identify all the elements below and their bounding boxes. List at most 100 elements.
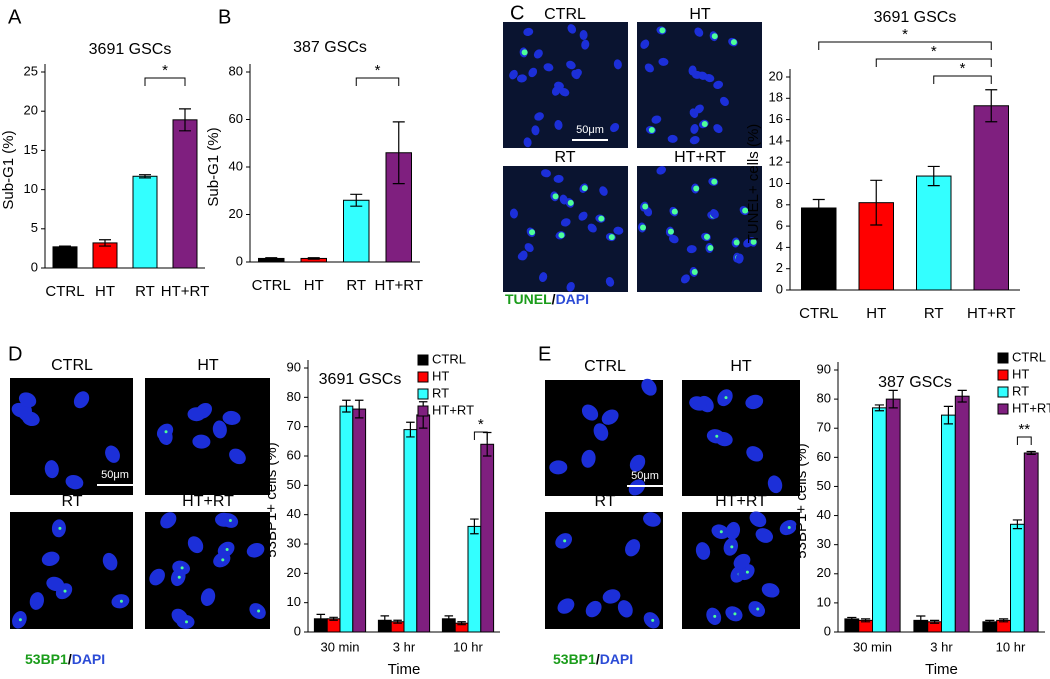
error-bar: [457, 621, 466, 626]
focus: [703, 233, 710, 240]
focus: [693, 185, 700, 192]
chart-title: 387 GSCs: [293, 39, 367, 56]
significance-label: *: [960, 60, 966, 77]
y-tick-label: 25: [24, 63, 38, 78]
nucleus: [246, 542, 265, 558]
focus: [598, 215, 605, 222]
error-bar: [930, 619, 940, 624]
focus: [745, 570, 749, 574]
panel-letter: C: [510, 2, 524, 24]
scale-label: 50μm: [576, 124, 604, 136]
panel-letter: A: [8, 6, 22, 28]
y-tick-label: 10: [287, 594, 301, 609]
y-axis-label: 53BP1+ cells (%): [793, 443, 810, 558]
x-tick-label: 3 hr: [930, 639, 953, 654]
bar: [172, 119, 198, 269]
micrograph: [503, 166, 628, 292]
x-tick-label: CTRL: [799, 305, 838, 322]
nucleus: [629, 454, 646, 472]
bar: [467, 525, 482, 633]
nucleus: [523, 27, 534, 36]
nucleus: [149, 568, 165, 586]
significance-bracket: [875, 58, 992, 67]
bar: [954, 395, 970, 633]
nucleus: [641, 378, 657, 396]
micrograph: [503, 22, 628, 148]
nucleus: [567, 24, 577, 34]
nucleus: [605, 276, 615, 287]
y-tick-label: 70: [287, 418, 301, 433]
x-tick-label: HT: [95, 283, 115, 300]
error-bar: [957, 389, 967, 403]
nucleus: [710, 209, 719, 219]
focus: [642, 203, 649, 210]
focus: [529, 229, 536, 236]
y-tick-label: 12: [769, 154, 783, 169]
nucleus: [509, 208, 518, 219]
focus: [701, 121, 708, 128]
focus: [640, 224, 647, 231]
nucleus: [690, 123, 699, 134]
y-tick-label: 2: [776, 260, 783, 275]
y-tick-label: 70: [817, 420, 831, 435]
nucleus: [749, 511, 767, 528]
significance-label: *: [931, 43, 937, 60]
legend-label: HT+RT: [1012, 400, 1050, 415]
x-tick-label: 30 min: [853, 639, 892, 654]
nucleus: [613, 59, 622, 70]
legend-swatch: [997, 352, 1009, 364]
stain-part: DAPI: [72, 651, 105, 667]
nucleus: [651, 115, 662, 124]
micrograph: [10, 512, 133, 629]
nucleus: [581, 449, 596, 468]
stain-part: TUNEL: [505, 291, 552, 307]
stain-part: /: [596, 651, 600, 667]
nucleus: [713, 80, 724, 89]
nucleus: [694, 104, 704, 114]
nucleus: [719, 96, 729, 107]
focus: [221, 558, 225, 562]
focus: [724, 396, 728, 400]
legend-swatch: [417, 354, 429, 366]
nucleus: [65, 474, 84, 490]
focus: [563, 539, 567, 543]
error-bar: [470, 518, 479, 535]
x-tick-label: HT: [866, 305, 886, 322]
stain-label: 53BP1/DAPI: [25, 651, 105, 667]
nucleus: [551, 86, 561, 96]
chart-title: 387 GSCs: [878, 374, 952, 391]
nucleus: [610, 122, 620, 133]
nucleus: [523, 137, 532, 148]
nucleus: [566, 60, 576, 70]
error-bar: [847, 616, 857, 621]
nucleus: [22, 411, 40, 427]
legend-swatch: [997, 403, 1009, 415]
bar: [480, 443, 495, 633]
legend-label: CTRL: [432, 351, 466, 366]
bar: [885, 398, 901, 633]
error-bar: [874, 404, 884, 412]
image-label: CTRL: [584, 358, 626, 375]
y-tick-label: 30: [287, 535, 301, 550]
nucleus: [549, 460, 568, 475]
nucleus: [680, 274, 690, 284]
nucleus: [566, 281, 575, 292]
y-tick-label: 20: [287, 565, 301, 580]
nucleus: [41, 551, 60, 566]
nucleus: [745, 394, 764, 410]
focus: [733, 612, 737, 616]
bar: [916, 175, 952, 291]
error-bar: [812, 198, 825, 218]
error-bar: [380, 615, 390, 626]
panel-letter: D: [8, 343, 22, 365]
bar: [92, 242, 118, 269]
error-bar: [1012, 519, 1022, 530]
nucleus: [667, 134, 678, 143]
stain-part: /: [68, 651, 72, 667]
nucleus: [602, 589, 621, 604]
error-bar: [350, 193, 363, 207]
error-bar: [99, 239, 111, 247]
y-tick-label: 0: [824, 623, 831, 638]
y-tick-label: 4: [776, 239, 783, 254]
nucleus: [697, 71, 708, 80]
